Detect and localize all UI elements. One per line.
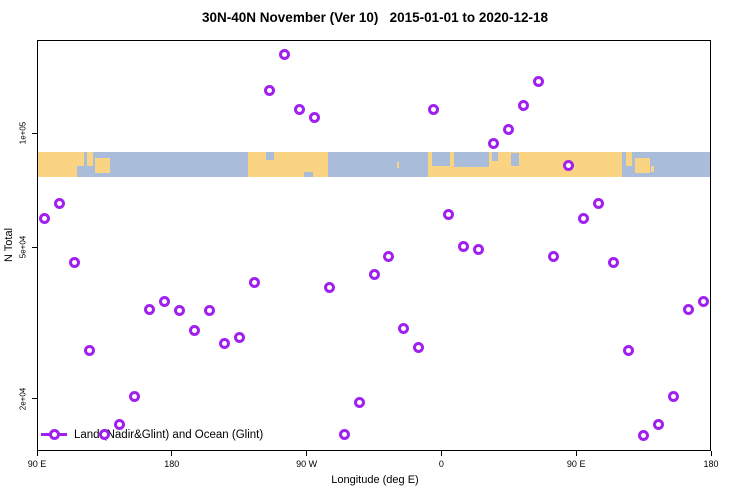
data-point: [98, 428, 110, 440]
data-point: [218, 337, 230, 349]
data-point: [443, 208, 455, 220]
data-point: [518, 100, 530, 112]
ocean-segment: [432, 152, 451, 166]
legend-line-symbol: [41, 429, 67, 440]
x-tick-mark: [710, 451, 712, 456]
ocean-segment: [303, 172, 313, 177]
data-point: [548, 251, 560, 263]
legend: Land (Nadir&Glint) and Ocean (Glint): [41, 428, 263, 441]
land-segment: [626, 152, 633, 166]
data-point: [563, 160, 575, 172]
land-segment: [248, 152, 328, 177]
x-tick-label: 180: [164, 459, 180, 469]
ocean-segment: [77, 165, 85, 177]
land-segment: [397, 162, 400, 169]
data-point: [608, 257, 620, 269]
land-segment: [95, 158, 111, 174]
data-point: [278, 48, 290, 60]
data-point: [233, 331, 245, 343]
data-point: [323, 282, 335, 294]
x-tick-mark: [306, 451, 308, 456]
data-point: [488, 137, 500, 149]
x-tick-mark: [171, 451, 173, 456]
land-segment: [87, 152, 94, 166]
data-point: [173, 304, 185, 316]
chart-title: 30N-40N November (Ver 10) 2015-01-01 to …: [202, 10, 548, 25]
map-band: [38, 152, 710, 177]
data-point: [683, 304, 695, 316]
y-tick-mark: [32, 398, 37, 400]
x-tick-mark: [575, 451, 577, 456]
data-point: [128, 391, 140, 403]
land-segment: [651, 165, 655, 173]
data-point: [578, 213, 590, 225]
data-point: [383, 250, 395, 262]
data-point: [248, 277, 260, 289]
data-point: [638, 429, 650, 441]
data-point: [293, 104, 305, 116]
x-tick-label: 0: [438, 459, 444, 469]
legend-point-symbol: [49, 429, 60, 440]
data-point: [413, 341, 425, 353]
data-point: [83, 344, 95, 356]
data-point: [338, 428, 350, 440]
legend-label: Land (Nadir&Glint) and Ocean (Glint): [74, 428, 264, 441]
data-point: [188, 325, 200, 337]
data-point: [53, 197, 65, 209]
x-tick-label: 180: [703, 459, 719, 469]
y-axis-title: N Total: [3, 227, 15, 263]
x-tick-mark: [36, 451, 38, 456]
y-tick-mark: [32, 132, 37, 134]
x-tick-label: 90 W: [296, 459, 318, 469]
ocean-segment: [511, 153, 520, 166]
ocean-segment: [491, 152, 499, 161]
data-point: [428, 104, 440, 116]
data-point: [113, 418, 125, 430]
data-point: [368, 269, 380, 281]
data-point: [458, 240, 470, 252]
data-point: [308, 111, 320, 123]
x-tick-mark: [440, 451, 442, 456]
data-point: [143, 303, 155, 315]
data-point: [158, 295, 170, 307]
x-tick-label: 90 E: [566, 459, 586, 469]
plot-area: [37, 40, 711, 451]
y-tick-label: 5e+04: [18, 236, 28, 259]
data-point: [593, 197, 605, 209]
data-point: [653, 418, 665, 430]
data-point: [668, 390, 680, 402]
data-point: [698, 295, 709, 307]
data-point: [473, 243, 485, 255]
data-point: [203, 304, 215, 316]
data-point: [533, 75, 545, 87]
y-tick-label: 1e+05: [18, 121, 28, 145]
land-segment: [634, 158, 650, 174]
y-tick-mark: [32, 246, 37, 248]
x-tick-label: 90 E: [27, 459, 47, 469]
data-point: [623, 345, 635, 357]
ocean-segment: [454, 152, 489, 168]
land-segment: [38, 152, 85, 177]
data-point: [353, 397, 365, 409]
y-tick-label: 2e+04: [18, 387, 28, 410]
data-point: [398, 323, 410, 335]
ocean-segment: [266, 152, 274, 160]
data-point: [38, 213, 50, 225]
data-point: [503, 124, 515, 136]
x-axis-title: Longitude (deg E): [331, 474, 419, 486]
data-point: [68, 257, 80, 269]
data-point: [263, 85, 275, 97]
